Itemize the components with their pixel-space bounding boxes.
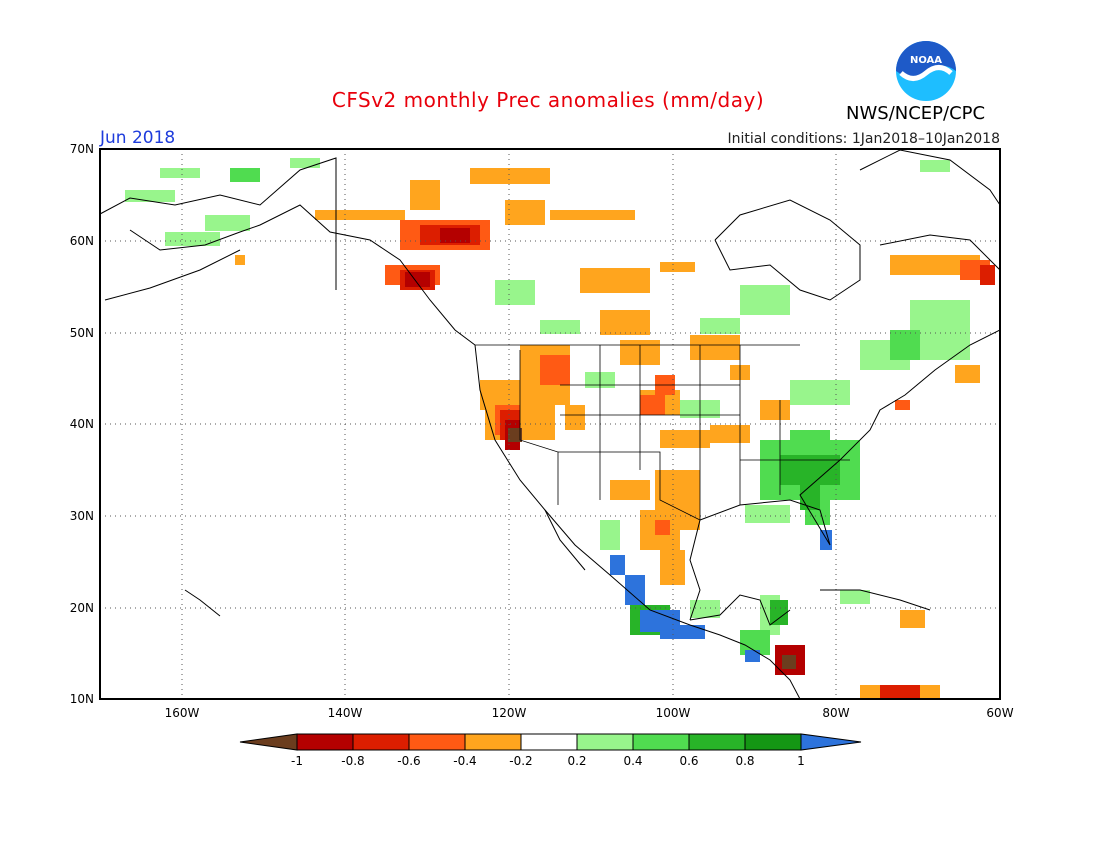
lat-label: 60N [70, 234, 94, 248]
colorbar: -1 -0.8 -0.6 -0.4 -0.2 0.2 0.4 0.6 0.8 1 [239, 733, 862, 768]
map-title: CFSv2 monthly Prec anomalies (mm/day) [331, 88, 765, 112]
colorbar-arrow-low [239, 733, 298, 751]
colorbar-swatch [632, 733, 690, 751]
colorbar-swatch [744, 733, 802, 751]
coastlines [100, 149, 1000, 699]
colorbar-tick-label: -0.2 [509, 754, 532, 768]
lon-label: 60W [986, 706, 1013, 720]
colorbar-swatch [520, 733, 578, 751]
lon-label: 140W [328, 706, 363, 720]
colorbar-tick-label: 0.2 [567, 754, 586, 768]
colorbar-swatch [408, 733, 466, 751]
colorbar-tick-label: 1 [797, 754, 805, 768]
lon-label: 80W [822, 706, 849, 720]
colorbar-tick-label: -0.6 [397, 754, 420, 768]
colorbar-tick-label: 0.4 [623, 754, 642, 768]
lon-label: 100W [656, 706, 691, 720]
lat-label: 20N [70, 601, 94, 615]
lat-label: 40N [70, 417, 94, 431]
colorbar-tick-label: -0.4 [453, 754, 476, 768]
noaa-logo-icon: NOAA [896, 41, 956, 101]
colorbar-tick-label: 0.8 [735, 754, 754, 768]
colorbar-swatch [688, 733, 746, 751]
colorbar-swatch [352, 733, 410, 751]
lat-lon-grid [100, 149, 1000, 699]
colorbar-swatch [296, 733, 354, 751]
svg-text:NOAA: NOAA [910, 55, 942, 66]
colorbar-tick-label: -1 [291, 754, 303, 768]
lat-label: 10N [70, 692, 94, 706]
lon-labels: 160W 140W 120W 100W 80W 60W [165, 706, 1014, 720]
lon-label: 160W [165, 706, 200, 720]
anomaly-field [100, 149, 1000, 699]
colorbar-tick-label: 0.6 [679, 754, 698, 768]
lat-labels: 70N 60N 50N 40N 30N 20N 10N [70, 142, 94, 706]
initial-conditions: Initial conditions: 1Jan2018–10Jan2018 [727, 131, 1000, 147]
colorbar-swatch [576, 733, 634, 751]
lat-label: 70N [70, 142, 94, 156]
map-frame [99, 148, 1001, 700]
lat-label: 50N [70, 326, 94, 340]
colorbar-swatch [464, 733, 522, 751]
agency-label: NWS/NCEP/CPC [846, 103, 986, 124]
lon-label: 120W [492, 706, 527, 720]
lat-label: 30N [70, 509, 94, 523]
colorbar-tick-label: -0.8 [341, 754, 364, 768]
colorbar-arrow-high [800, 733, 862, 751]
forecast-month: Jun 2018 [100, 128, 176, 148]
political-borders [475, 344, 850, 521]
